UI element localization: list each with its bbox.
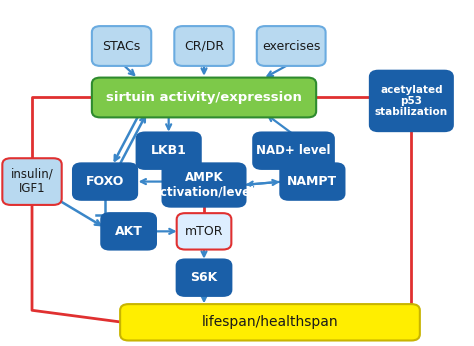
Text: AKT: AKT [115, 225, 143, 238]
FancyBboxPatch shape [2, 158, 62, 205]
Text: LKB1: LKB1 [151, 144, 187, 157]
FancyBboxPatch shape [163, 163, 246, 207]
Text: lifespan/healthspan: lifespan/healthspan [201, 315, 338, 329]
FancyBboxPatch shape [101, 213, 156, 249]
FancyBboxPatch shape [177, 213, 231, 249]
Text: acetylated
p53
stabilization: acetylated p53 stabilization [375, 85, 448, 117]
Text: NAD+ level: NAD+ level [256, 144, 331, 157]
Text: FOXO: FOXO [86, 175, 124, 188]
FancyBboxPatch shape [257, 26, 326, 66]
FancyBboxPatch shape [174, 26, 234, 66]
Text: sirtuin activity/expression: sirtuin activity/expression [106, 91, 302, 104]
FancyBboxPatch shape [370, 71, 453, 131]
Text: AMPK
activation/level: AMPK activation/level [153, 171, 255, 199]
FancyBboxPatch shape [253, 133, 334, 169]
Text: NAMPT: NAMPT [287, 175, 337, 188]
Text: S6K: S6K [191, 271, 218, 284]
Text: insulin/
IGF1: insulin/ IGF1 [10, 168, 54, 195]
FancyBboxPatch shape [137, 133, 201, 169]
FancyBboxPatch shape [92, 78, 316, 117]
FancyBboxPatch shape [92, 26, 151, 66]
FancyBboxPatch shape [177, 260, 231, 296]
FancyBboxPatch shape [280, 163, 345, 200]
Text: STACs: STACs [102, 39, 141, 53]
Text: mTOR: mTOR [185, 225, 223, 238]
Text: CR/DR: CR/DR [184, 39, 224, 53]
FancyBboxPatch shape [120, 304, 420, 340]
FancyBboxPatch shape [73, 163, 137, 200]
Text: exercises: exercises [262, 39, 320, 53]
